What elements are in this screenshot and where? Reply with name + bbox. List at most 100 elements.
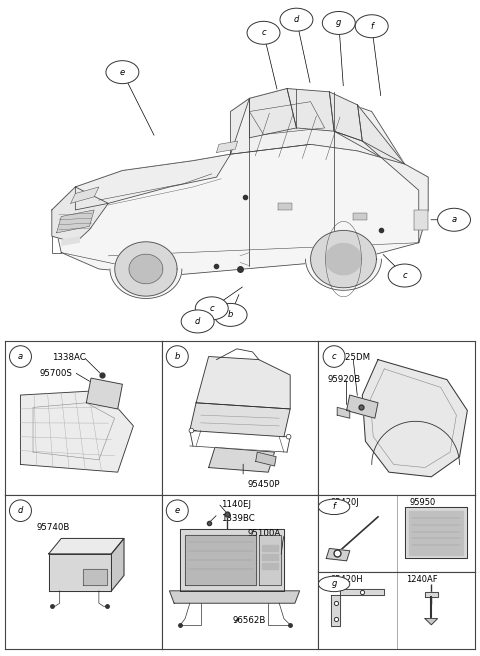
Polygon shape: [250, 102, 324, 134]
Text: 96562B: 96562B: [232, 615, 265, 625]
Polygon shape: [262, 544, 277, 551]
Text: c: c: [261, 28, 266, 37]
Text: 95420J: 95420J: [331, 498, 360, 506]
Polygon shape: [353, 213, 367, 220]
Polygon shape: [409, 510, 463, 556]
Polygon shape: [111, 539, 124, 591]
Text: a: a: [18, 352, 23, 361]
Polygon shape: [334, 131, 428, 243]
Polygon shape: [61, 236, 80, 246]
Text: 1240AF: 1240AF: [406, 575, 438, 584]
Text: g: g: [331, 579, 337, 588]
Text: 95420H: 95420H: [331, 575, 363, 584]
Polygon shape: [185, 535, 256, 584]
Polygon shape: [57, 210, 94, 233]
Polygon shape: [21, 390, 133, 472]
Text: d: d: [18, 506, 23, 515]
Circle shape: [318, 499, 350, 514]
Polygon shape: [230, 98, 250, 154]
Polygon shape: [347, 395, 378, 419]
Text: c: c: [402, 271, 407, 280]
Circle shape: [10, 346, 32, 367]
Circle shape: [355, 14, 388, 37]
Text: 1125DM: 1125DM: [334, 354, 370, 363]
Polygon shape: [259, 535, 281, 584]
Polygon shape: [209, 447, 275, 472]
Circle shape: [10, 500, 32, 522]
Polygon shape: [230, 89, 405, 164]
Text: 95450P: 95450P: [248, 480, 280, 489]
Polygon shape: [48, 554, 111, 591]
Circle shape: [286, 434, 291, 439]
Polygon shape: [129, 255, 163, 283]
Polygon shape: [305, 259, 382, 290]
Polygon shape: [311, 230, 376, 288]
Text: 95100A: 95100A: [248, 529, 281, 538]
Polygon shape: [326, 548, 350, 561]
Circle shape: [166, 500, 188, 522]
Text: d: d: [195, 317, 200, 326]
Text: e: e: [120, 68, 125, 77]
Polygon shape: [262, 563, 277, 569]
Polygon shape: [216, 141, 238, 152]
Text: e: e: [175, 506, 180, 515]
Polygon shape: [83, 569, 107, 584]
Text: g: g: [336, 18, 341, 28]
Text: b: b: [175, 352, 180, 361]
Polygon shape: [325, 243, 361, 275]
Polygon shape: [337, 407, 350, 419]
Polygon shape: [115, 242, 177, 296]
Circle shape: [106, 61, 139, 84]
Text: 1140EJ: 1140EJ: [221, 500, 251, 509]
Circle shape: [247, 22, 280, 45]
Polygon shape: [405, 507, 468, 558]
Text: 1338AC: 1338AC: [52, 354, 85, 363]
Circle shape: [189, 428, 194, 433]
Text: 95700S: 95700S: [39, 369, 72, 378]
Circle shape: [181, 310, 214, 333]
Text: a: a: [452, 215, 456, 224]
Polygon shape: [262, 554, 277, 560]
Text: f: f: [370, 22, 373, 31]
Polygon shape: [250, 89, 297, 138]
Polygon shape: [196, 357, 290, 409]
Text: b: b: [228, 310, 233, 319]
Text: c: c: [332, 352, 336, 361]
Polygon shape: [75, 154, 230, 210]
Polygon shape: [71, 187, 99, 203]
Polygon shape: [331, 589, 384, 626]
Polygon shape: [277, 203, 292, 210]
Polygon shape: [425, 592, 438, 597]
Polygon shape: [190, 403, 290, 437]
Circle shape: [323, 11, 355, 35]
Polygon shape: [52, 187, 108, 243]
Text: c: c: [209, 304, 214, 313]
Polygon shape: [414, 210, 428, 230]
Polygon shape: [48, 539, 124, 554]
Circle shape: [195, 297, 228, 320]
Text: 95920B: 95920B: [328, 375, 361, 384]
Circle shape: [280, 9, 313, 31]
Text: 1339BC: 1339BC: [221, 514, 255, 523]
Circle shape: [318, 576, 350, 592]
Text: 95950: 95950: [409, 498, 435, 506]
Text: d: d: [294, 15, 299, 24]
Polygon shape: [287, 89, 334, 131]
Text: 95740B: 95740B: [36, 523, 70, 532]
Text: f: f: [333, 502, 336, 511]
Polygon shape: [180, 529, 284, 591]
Polygon shape: [86, 378, 122, 409]
Circle shape: [214, 303, 247, 327]
Polygon shape: [169, 591, 300, 604]
Circle shape: [438, 208, 470, 232]
Circle shape: [388, 264, 421, 287]
Polygon shape: [52, 144, 428, 276]
Polygon shape: [425, 619, 438, 625]
Circle shape: [323, 346, 345, 367]
Polygon shape: [362, 359, 468, 477]
Polygon shape: [256, 452, 276, 466]
Polygon shape: [329, 92, 362, 141]
Polygon shape: [358, 105, 405, 164]
Polygon shape: [110, 269, 182, 298]
Circle shape: [166, 346, 188, 367]
